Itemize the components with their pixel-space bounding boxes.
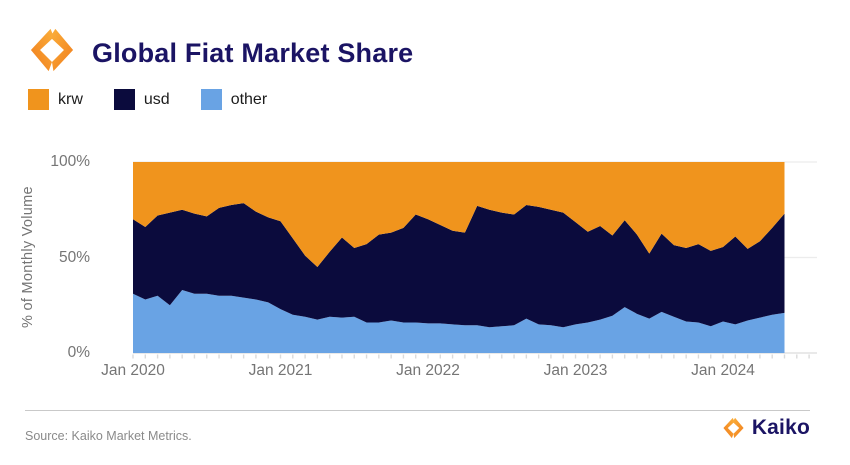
y-tick-label: 0% [67,344,90,361]
krw-swatch-icon [28,89,49,110]
y-tick-label: 100% [50,153,90,170]
chart-legend: krw usd other [28,89,298,110]
x-tick-label: Jan 2022 [396,362,460,379]
footer-brand-name: Kaiko [751,416,810,439]
area-series-usd [133,203,785,328]
y-tick-label: 50% [58,248,90,266]
x-tick-label: Jan 2021 [248,362,313,379]
x-tick-label: Jan 2024 [691,362,755,379]
x-tick-label: Jan 2020 [101,362,165,379]
other-swatch-icon [200,89,222,110]
page-title: Global Fiat Market Share [92,38,414,68]
legend-item-krw: krw [28,89,83,110]
area-series-krw [133,162,785,268]
legend-item-usd: usd [113,89,170,110]
legend-label: other [230,90,268,108]
legend-label: krw [58,90,83,108]
legend-label: usd [143,90,170,108]
legend-item-other: other [200,89,268,110]
x-tick-label: Jan 2023 [543,362,608,379]
source-note: Source: Kaiko Market Metrics. [25,429,192,443]
area-series-other [133,289,785,353]
footer-divider [25,410,810,411]
footer-brand-logo: Kaiko [722,416,810,440]
usd-swatch-icon [113,89,135,110]
kaiko-mark-icon [723,417,744,439]
